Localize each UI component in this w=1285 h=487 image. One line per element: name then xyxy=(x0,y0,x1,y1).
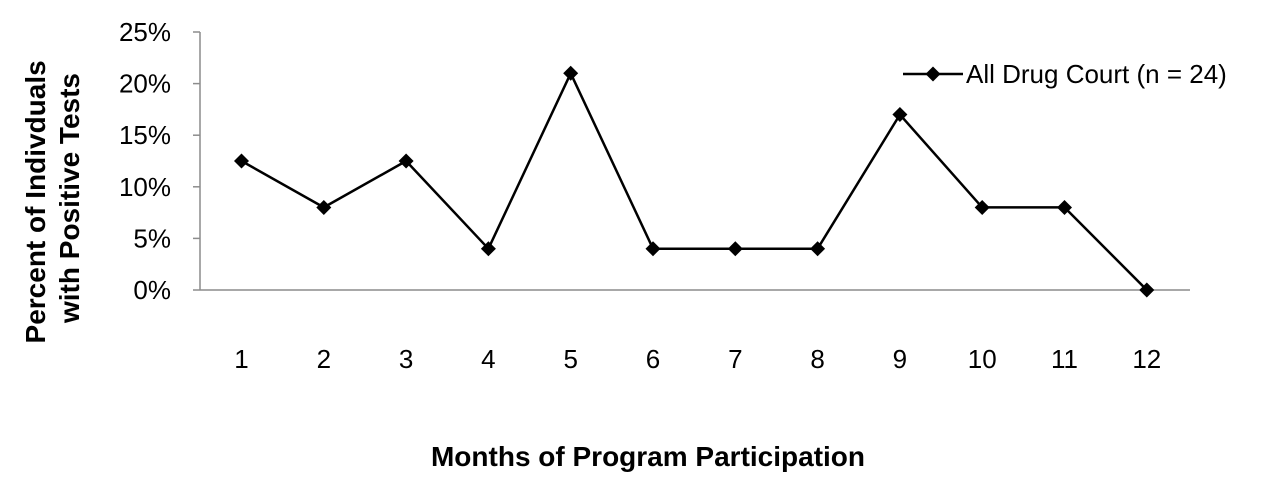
x-tick-label: 11 xyxy=(1051,344,1078,374)
y-tick-label: 20% xyxy=(119,69,171,99)
y-axis: 0% 5% 10% 15% 20% 25% xyxy=(119,17,200,305)
x-tick-label: 5 xyxy=(563,344,577,374)
x-axis: 1 2 3 4 5 6 7 8 9 10 11 12 xyxy=(200,290,1190,374)
x-tick-label: 1 xyxy=(234,344,248,374)
data-point-marker xyxy=(810,241,825,256)
legend: All Drug Court (n = 24) xyxy=(903,59,1227,89)
data-point-marker xyxy=(728,241,743,256)
x-tick-label: 3 xyxy=(399,344,413,374)
y-tick-label: 5% xyxy=(133,223,171,253)
data-point-marker xyxy=(234,154,249,169)
x-tick-label: 9 xyxy=(893,344,907,374)
y-axis-title-line-1: Percent of Indivduals xyxy=(20,60,51,343)
series-layer xyxy=(234,66,1154,298)
data-point-marker xyxy=(646,241,661,256)
data-point-marker xyxy=(316,200,331,215)
x-axis-title: Months of Program Participation xyxy=(431,441,865,472)
x-tick-label: 7 xyxy=(728,344,742,374)
legend-label: All Drug Court (n = 24) xyxy=(966,59,1227,89)
x-tick-label: 8 xyxy=(810,344,824,374)
data-point-marker xyxy=(563,66,578,81)
x-tick-label: 2 xyxy=(317,344,331,374)
x-tick-label: 4 xyxy=(481,344,495,374)
y-tick-label: 0% xyxy=(133,275,171,305)
series-line xyxy=(242,73,1147,290)
x-tick-label: 10 xyxy=(968,344,997,374)
x-tick-label: 12 xyxy=(1132,344,1161,374)
y-tick-label: 25% xyxy=(119,17,171,47)
y-tick-label: 10% xyxy=(119,172,171,202)
y-tick-label: 15% xyxy=(119,120,171,150)
y-axis-title-line-2: with Positive Tests xyxy=(54,73,85,324)
x-tick-label: 6 xyxy=(646,344,660,374)
legend-swatch-marker xyxy=(926,67,941,82)
y-axis-title: Percent of Indivduals with Positive Test… xyxy=(20,53,85,344)
